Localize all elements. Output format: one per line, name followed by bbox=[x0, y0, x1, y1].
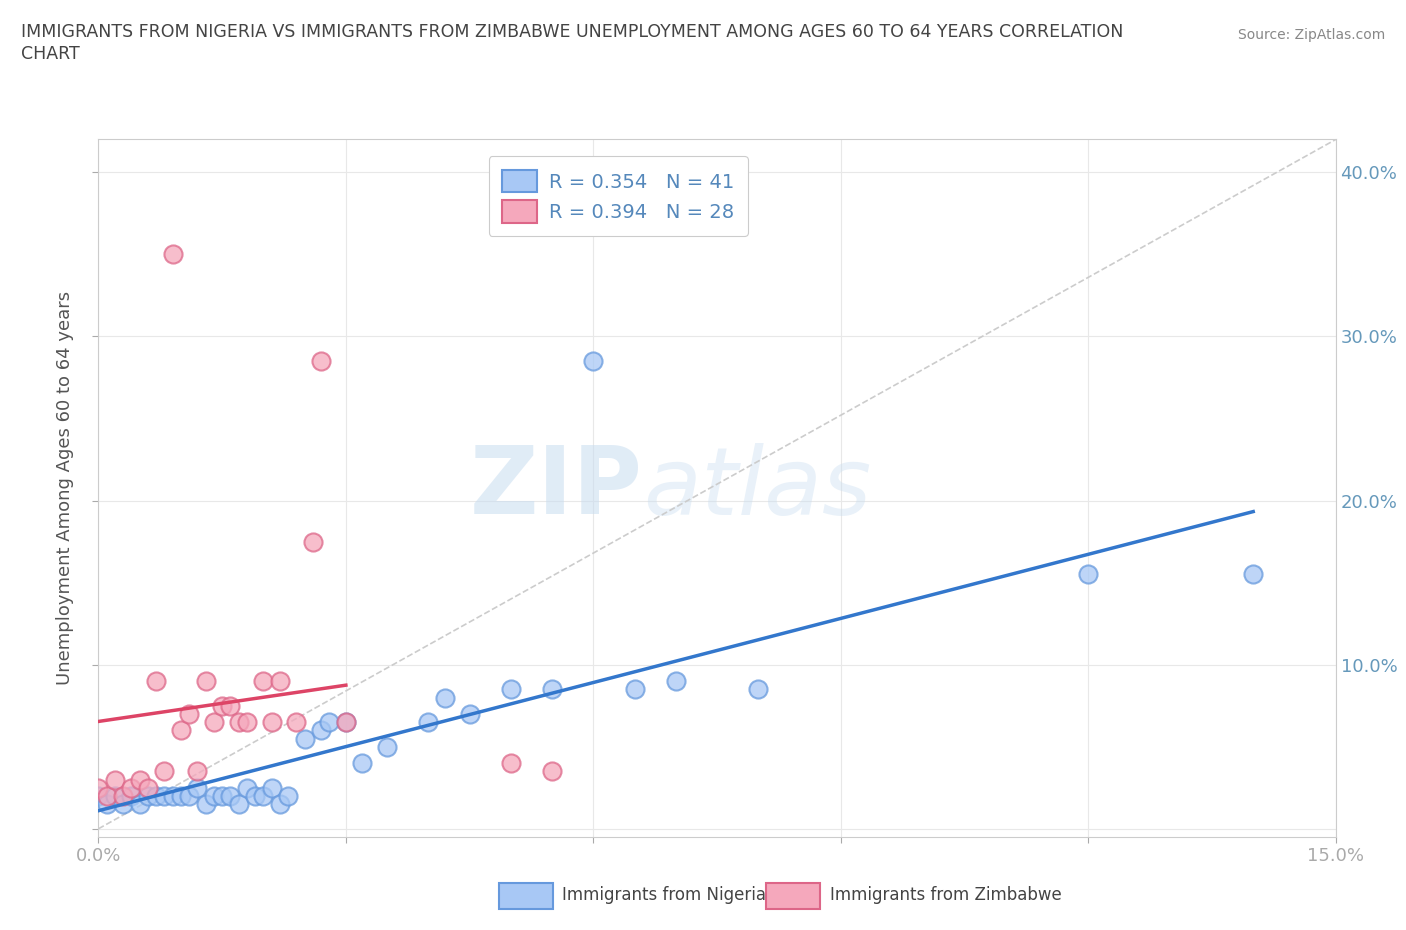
Point bbox=[128, 797, 150, 812]
Point bbox=[145, 789, 167, 804]
Point bbox=[186, 780, 208, 795]
Point bbox=[194, 673, 217, 688]
Text: Immigrants from Nigeria: Immigrants from Nigeria bbox=[562, 885, 766, 904]
Y-axis label: Unemployment Among Ages 60 to 64 years: Unemployment Among Ages 60 to 64 years bbox=[56, 291, 75, 685]
Point bbox=[219, 698, 242, 713]
Point bbox=[96, 789, 118, 804]
Point bbox=[335, 714, 357, 729]
Point bbox=[433, 690, 456, 705]
Point bbox=[499, 682, 522, 697]
Point bbox=[269, 797, 291, 812]
Point bbox=[294, 731, 316, 746]
Point bbox=[87, 789, 110, 804]
Point bbox=[120, 789, 142, 804]
Point bbox=[128, 772, 150, 787]
Point bbox=[162, 247, 184, 262]
Point bbox=[252, 673, 274, 688]
Point bbox=[309, 353, 332, 368]
Point bbox=[318, 714, 340, 729]
Text: atlas: atlas bbox=[643, 443, 872, 534]
Point bbox=[219, 789, 242, 804]
Point bbox=[243, 789, 266, 804]
Point bbox=[260, 780, 283, 795]
Point bbox=[104, 789, 127, 804]
Point bbox=[120, 780, 142, 795]
Point bbox=[136, 789, 159, 804]
Text: Source: ZipAtlas.com: Source: ZipAtlas.com bbox=[1237, 28, 1385, 42]
Point bbox=[236, 714, 259, 729]
Point bbox=[269, 673, 291, 688]
Point bbox=[665, 673, 688, 688]
Point bbox=[277, 789, 299, 804]
Point bbox=[252, 789, 274, 804]
Point bbox=[170, 723, 193, 737]
Point bbox=[211, 698, 233, 713]
Point bbox=[145, 673, 167, 688]
Point bbox=[96, 797, 118, 812]
Point bbox=[623, 682, 645, 697]
Point bbox=[302, 534, 325, 549]
Point bbox=[211, 789, 233, 804]
Legend: R = 0.354   N = 41, R = 0.394   N = 28: R = 0.354 N = 41, R = 0.394 N = 28 bbox=[488, 156, 748, 236]
Point bbox=[1077, 567, 1099, 582]
Point bbox=[747, 682, 769, 697]
Point bbox=[541, 682, 564, 697]
Text: Immigrants from Zimbabwe: Immigrants from Zimbabwe bbox=[830, 885, 1062, 904]
Point bbox=[179, 707, 201, 722]
Point bbox=[202, 714, 225, 729]
Point bbox=[153, 789, 176, 804]
Point bbox=[285, 714, 308, 729]
Point bbox=[418, 714, 440, 729]
Point bbox=[458, 707, 481, 722]
Point bbox=[87, 780, 110, 795]
Point bbox=[170, 789, 193, 804]
Point bbox=[228, 714, 250, 729]
Point bbox=[499, 756, 522, 771]
Point bbox=[104, 772, 127, 787]
Point bbox=[541, 764, 564, 778]
Point bbox=[309, 723, 332, 737]
Point bbox=[186, 764, 208, 778]
Point bbox=[582, 353, 605, 368]
Point bbox=[112, 797, 135, 812]
Point bbox=[179, 789, 201, 804]
Point bbox=[112, 789, 135, 804]
Text: CHART: CHART bbox=[21, 45, 80, 62]
Point bbox=[136, 780, 159, 795]
Point bbox=[228, 797, 250, 812]
Point bbox=[162, 789, 184, 804]
Point bbox=[260, 714, 283, 729]
Point bbox=[375, 739, 398, 754]
Point bbox=[1241, 567, 1264, 582]
Text: ZIP: ZIP bbox=[470, 443, 643, 534]
Point bbox=[153, 764, 176, 778]
Point bbox=[236, 780, 259, 795]
Point bbox=[352, 756, 374, 771]
Point bbox=[194, 797, 217, 812]
Point bbox=[335, 714, 357, 729]
Text: IMMIGRANTS FROM NIGERIA VS IMMIGRANTS FROM ZIMBABWE UNEMPLOYMENT AMONG AGES 60 T: IMMIGRANTS FROM NIGERIA VS IMMIGRANTS FR… bbox=[21, 23, 1123, 41]
Point bbox=[202, 789, 225, 804]
